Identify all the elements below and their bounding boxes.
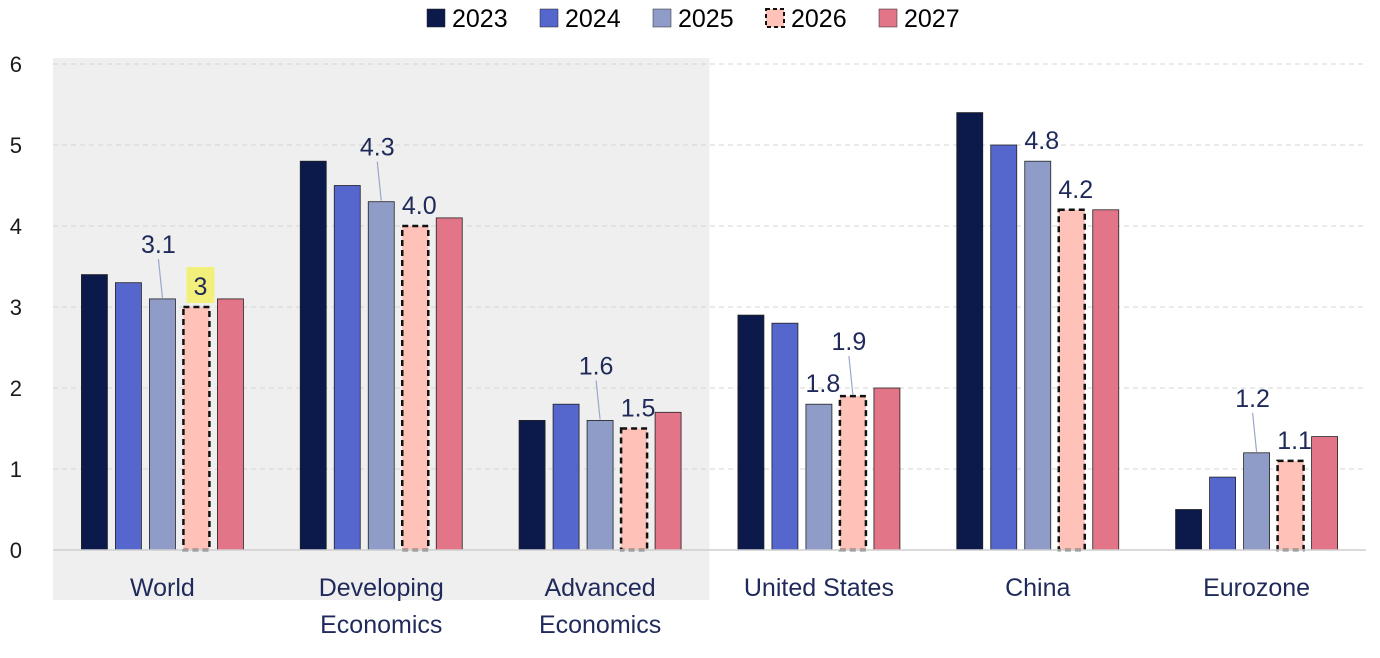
legend-label-2027: 2027 [904,5,960,33]
category-label-advanced-economics: Advanced Economics [539,574,661,639]
category-label-line: Economics [320,611,442,639]
bar-2027-advanced-economics [654,411,682,551]
category-label-line: World [130,574,195,602]
bar-2023-world [81,274,108,551]
bar-2025-china [1024,160,1052,551]
bar-2026-china [1057,208,1086,552]
bar-2026-developing-economics [401,224,430,552]
bar-2025-developing-economics [367,201,395,551]
data-label-2025-advanced-economics: 1.6 [579,352,614,380]
category-label-developing-economics: Developing Economics [319,574,444,639]
data-label-2026-world: 3 [193,273,207,301]
data-label-2025-eurozone-leader [1251,412,1258,452]
bar-2024-world [115,282,142,551]
category-label-line: China [1005,574,1070,602]
y-tick-label-4: 4 [10,214,22,239]
bar-2025-advanced-economics [586,419,614,551]
category-label-united-states: United States [744,574,894,602]
data-label-2025-world-leader [157,258,164,298]
legend-swatch-2025 [652,8,672,28]
bars [81,112,1338,552]
data-label-2025-world: 3.1 [141,231,176,259]
category-label-line: Economics [539,611,661,639]
data-label-2025-advanced-economics-leader [595,380,601,420]
bar-2027-china [1092,209,1120,551]
gridlines [53,63,1366,470]
bar-2024-china [990,144,1018,551]
data-label-2026-advanced-economics: 1.5 [621,395,656,423]
data-label-2025-developing-economics: 4.3 [360,134,395,162]
bar-2026-eurozone [1276,459,1305,552]
bar-2023-advanced-economics [518,419,546,551]
data-label-2026-united-states-leader [848,356,854,396]
y-tick-label-5: 5 [10,133,22,158]
y-tick-label-0: 0 [10,538,22,563]
bar-2025-united-states [805,403,833,551]
category-label-eurozone: Eurozone [1203,574,1310,602]
data-label-2026-united-states: 1.9 [832,328,867,356]
bar-2027-developing-economics [435,217,463,551]
y-tick-label-2: 2 [10,376,22,401]
category-label-line: Developing [319,574,444,602]
category-label-line: United States [744,574,894,602]
legend-swatch-2024 [539,8,559,28]
bar-2024-developing-economics [333,185,361,551]
bar-2023-developing-economics [299,160,327,551]
bar-2026-united-states [838,394,868,552]
legend-swatch-2026 [765,8,785,28]
y-tick-label-3: 3 [10,295,22,320]
category-label-world: World [130,574,195,602]
category-label-china: China [1005,574,1070,602]
data-label-2025-china: 4.8 [1024,127,1059,155]
y-tick-label-6: 6 [10,52,22,77]
legend-label-2023: 2023 [452,5,508,33]
bar-2026-advanced-economics [619,427,649,552]
bar-2026-world [182,305,211,552]
legend: 2023 2024 2025 2026 2027 [426,5,960,33]
category-label-line: Advanced [544,574,655,602]
legend-label-2024: 2024 [565,5,621,33]
legend-label-2025: 2025 [678,5,734,33]
data-label-2026-developing-economics: 4.0 [402,192,437,220]
data-label-2025-eurozone: 1.2 [1235,385,1270,413]
bar-2027-eurozone [1311,436,1338,551]
bar-2023-eurozone [1175,509,1202,551]
legend-label-2026: 2026 [791,5,847,33]
bar-2025-world [149,298,176,551]
bar-2024-united-states [771,322,799,551]
category-label-line: Eurozone [1203,574,1310,602]
data-label-2026-world-highlight [186,267,215,303]
bar-2025-eurozone [1243,452,1270,551]
bar-2024-eurozone [1209,476,1236,551]
data-label-2026-china: 4.2 [1058,176,1093,204]
bar-2023-united-states [737,314,765,551]
legend-swatch-2023 [426,8,446,28]
data-label-2025-developing-economics-leader [376,161,382,201]
legend-swatch-2027 [878,8,898,28]
data-label-2026-eurozone: 1.1 [1277,427,1312,455]
bar-2027-world [217,298,244,551]
y-tick-label-1: 1 [10,457,22,482]
category-labels: World Developing Economics Advanced Economic… [130,574,1310,639]
data-labels: 3.1 3 4.3 4.0 1.61.5 1.8 1.9 4.8 4.2 1.21.1 [141,127,1312,455]
data-label-2025-united-states: 1.8 [806,370,841,398]
bar-2027-united-states [873,387,901,551]
bar-2023-china [956,112,984,551]
bar-2024-advanced-economics [552,403,580,551]
y-axis-ticks: 0 1 2 3 4 5 6 [10,52,22,563]
